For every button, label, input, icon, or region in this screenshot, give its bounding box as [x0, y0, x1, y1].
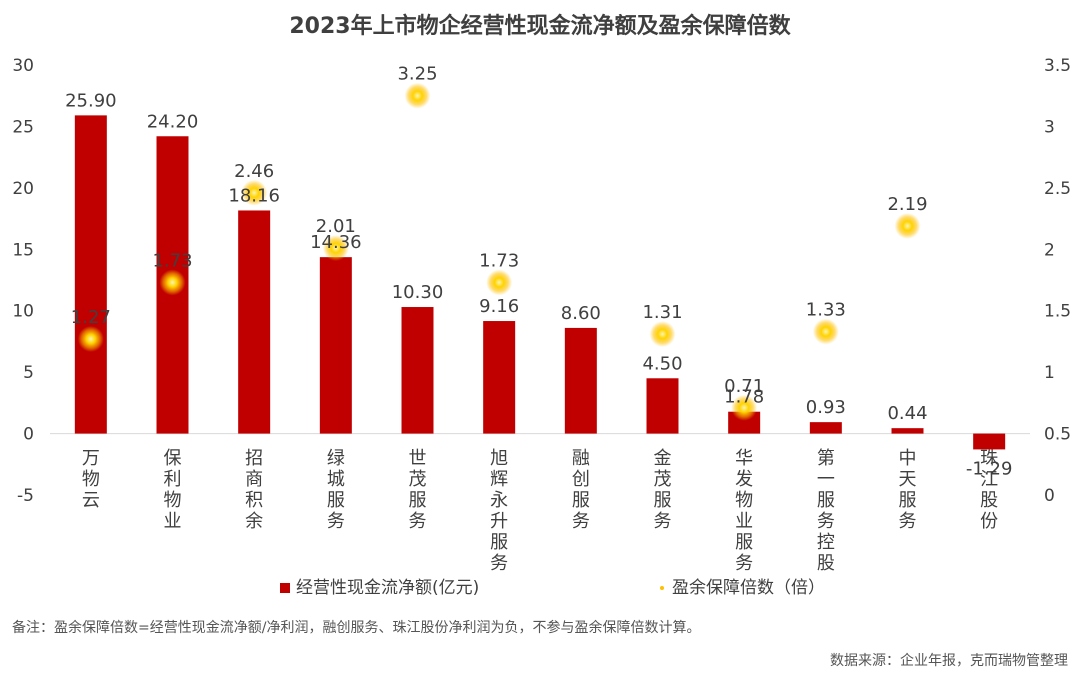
legend-swatch-bar [280, 583, 290, 593]
y-left-tick-label: 30 [12, 56, 34, 76]
bar [646, 378, 679, 434]
bar-data-label: 18.16 [228, 185, 280, 206]
x-tick-label: 融创服务 [572, 448, 590, 532]
y-right-tick-label: 1 [1044, 363, 1055, 383]
legend-label-ratio: 盈余保障倍数（倍） [672, 578, 825, 598]
ratio-point [649, 321, 676, 348]
ratio-point [731, 394, 758, 421]
ratio-point [894, 212, 921, 239]
bar-data-label: 8.60 [561, 303, 601, 324]
source-note: 数据来源：企业年报，克而瑞物管整理 [830, 653, 1068, 669]
legend-item-cashflow: 经营性现金流净额(亿元) [280, 573, 479, 598]
y-right-tick-label: 2.5 [1044, 179, 1071, 199]
y-right-tick-label: 3 [1044, 117, 1055, 137]
ratio-data-label: 1.31 [642, 302, 682, 323]
ratio-data-label: 1.33 [806, 300, 846, 321]
y-right-tick-label: 3.5 [1044, 56, 1071, 76]
bar [401, 307, 434, 434]
bar-data-label: 4.50 [642, 353, 682, 374]
footnote: 备注：盈余保障倍数=经营性现金流净额/净利润，融创服务、珠江股份净利润为负，不参… [12, 620, 701, 636]
ratio-point [241, 179, 268, 206]
bar [809, 422, 842, 434]
bar-data-label: 14.36 [310, 232, 362, 253]
bar-data-label: 9.16 [479, 296, 519, 317]
ratio-data-label: 2.19 [887, 194, 927, 215]
ratio-data-label: 1.27 [71, 307, 111, 328]
ratio-point [77, 325, 104, 352]
ratio-point [159, 269, 186, 296]
y-left-tick-label: 25 [12, 117, 34, 137]
ratio-data-label: 3.25 [397, 64, 437, 85]
ratio-data-label: 2.46 [234, 161, 274, 182]
bar-data-label: -1.29 [966, 458, 1013, 479]
legend-item-ratio: 盈余保障倍数（倍） [660, 573, 825, 598]
ratio-data-label: 2.01 [316, 216, 356, 237]
y-left-tick-label: 10 [12, 302, 34, 322]
ratio-data-label: 1.73 [152, 250, 192, 271]
chart-title: 2023年上市物企经营性现金流净额及盈余保障倍数 [289, 14, 791, 39]
bar [891, 428, 924, 434]
bar [319, 257, 352, 434]
legend-label-cashflow: 经营性现金流净额(亿元) [296, 578, 480, 598]
legend-swatch-dot [660, 586, 664, 590]
x-tick-label: 旭辉永升服务 [490, 448, 508, 574]
x-tick-label: 第一服务控股 [817, 448, 835, 574]
bar [74, 115, 107, 434]
y-right-tick-label: 0 [1044, 486, 1055, 506]
y-left-tick-label: 0 [23, 425, 34, 445]
bar [238, 210, 271, 434]
x-tick-label: 绿城服务 [327, 448, 345, 532]
bar-data-label: 0.93 [806, 397, 846, 418]
x-tick-label: 世茂服务 [409, 448, 427, 532]
ratio-point [486, 269, 513, 296]
x-tick-label: 华发物业服务 [735, 448, 753, 574]
ratio-point [404, 82, 431, 109]
x-tick-label: 保利物业 [164, 448, 182, 532]
y-right-tick-label: 2 [1044, 240, 1055, 260]
x-tick-label: 金茂服务 [654, 448, 672, 532]
ratio-point [812, 318, 839, 345]
y-left-tick-label: 5 [23, 363, 34, 383]
y-left-tick-label: 15 [12, 240, 34, 260]
ratio-data-label: 1.73 [479, 250, 519, 271]
bar-data-label: 0.44 [887, 403, 927, 424]
bar-data-label: 25.90 [65, 90, 117, 111]
bar-data-label: 10.30 [392, 282, 444, 303]
ratio-data-label: 0.71 [724, 376, 764, 397]
x-tick-label: 珠江股份 [980, 448, 998, 532]
y-right-tick-label: 1.5 [1044, 302, 1071, 322]
y-left-tick-label: -5 [17, 486, 34, 506]
bar [564, 327, 597, 434]
x-tick-label: 万物云 [82, 448, 100, 511]
bar [483, 321, 516, 434]
y-right-tick-label: 0.5 [1044, 425, 1071, 445]
bar-data-label: 24.20 [147, 111, 199, 132]
y-left-tick-label: 20 [12, 179, 34, 199]
x-tick-label: 招商积余 [245, 448, 263, 532]
bar-data-label: 1.78 [724, 387, 764, 408]
ratio-point [322, 235, 349, 262]
bar [973, 433, 1006, 450]
x-tick-label: 中天服务 [899, 448, 917, 532]
